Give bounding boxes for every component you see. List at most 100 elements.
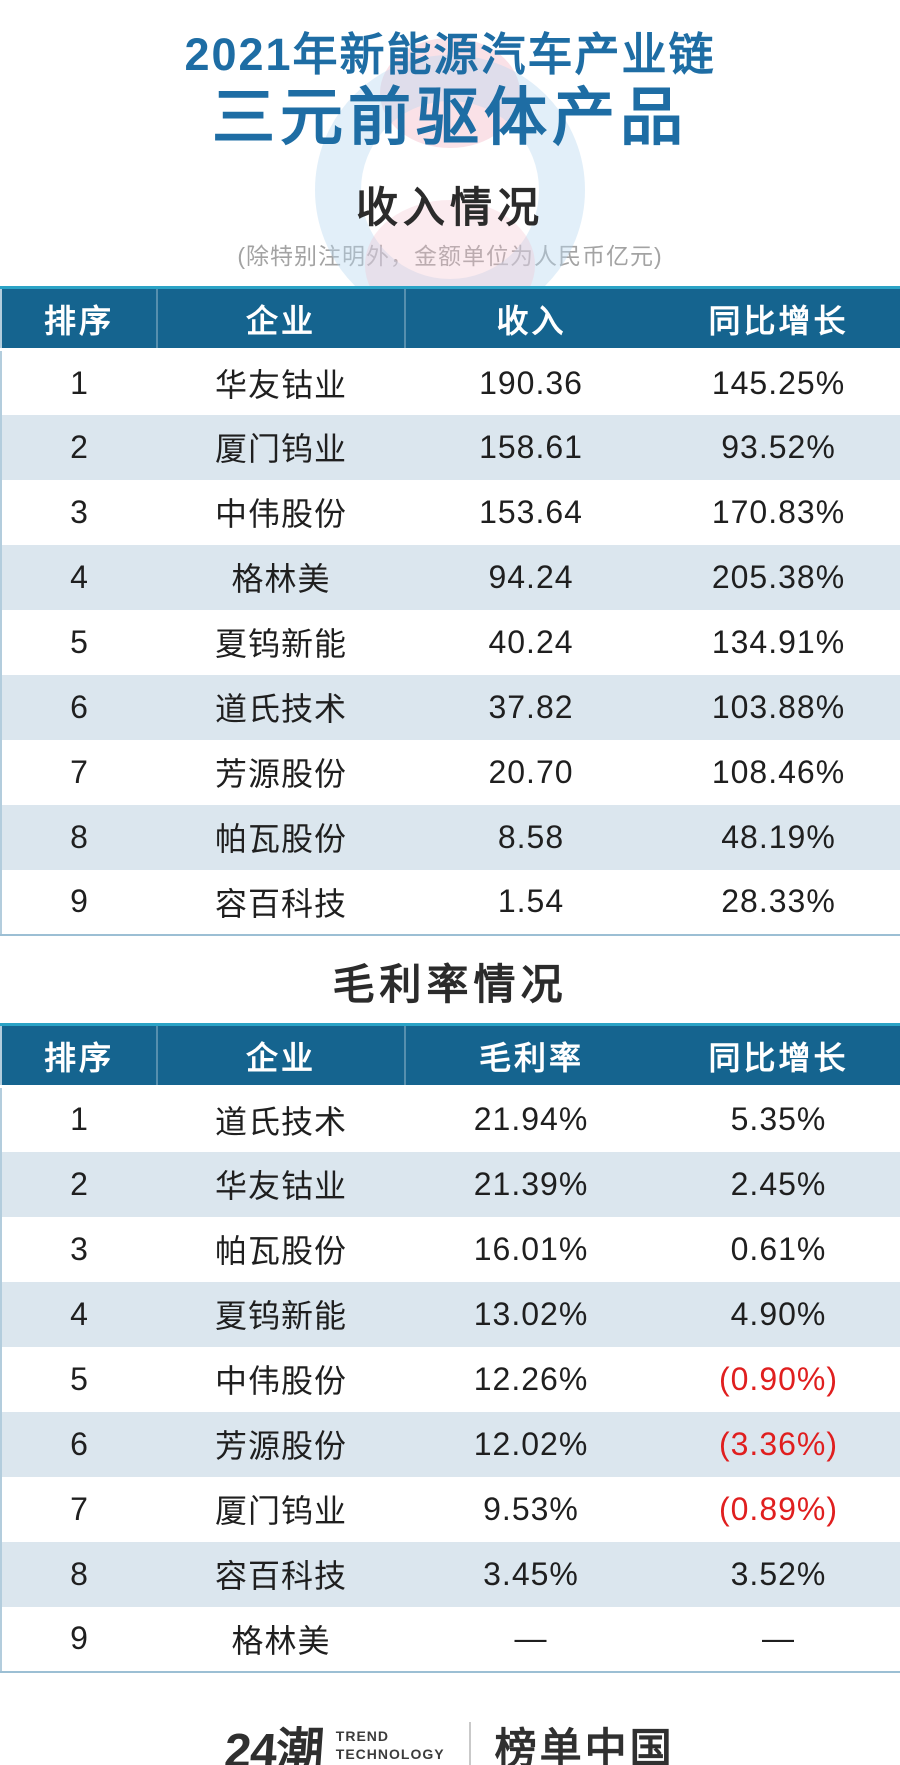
cell-rank: 7: [70, 1490, 89, 1527]
page-title-line1: 2021年新能源汽车产业链: [184, 29, 716, 80]
cell-value: 3.45%: [405, 1541, 657, 1607]
cell-company: 华友钴业: [214, 367, 347, 404]
cell-growth: 170.83%: [711, 493, 846, 530]
cell-rank: 6: [1, 1411, 157, 1477]
cell-growth: 4.90%: [657, 1281, 900, 1347]
footer-divider: [468, 1721, 471, 1765]
column-header-rank: 排序: [1, 286, 158, 352]
cell-growth: (3.36%): [657, 1411, 900, 1477]
cell-company: 道氏技术: [214, 1103, 347, 1140]
cell-growth: 93.52%: [657, 414, 900, 480]
table-row: 6 道氏技术 37.82 103.88%: [1, 674, 900, 740]
24chao-logo: 24潮: [223, 1724, 326, 1765]
column-header-revenue: 收入: [405, 286, 657, 352]
cell-company: 华友钴业: [157, 1151, 405, 1217]
cell-value: —: [514, 1620, 548, 1657]
bangdan-china-logo: 榜单中国: [494, 1725, 675, 1765]
cell-growth: 134.91%: [711, 623, 846, 660]
cell-rank: 3: [70, 1230, 89, 1267]
cell-growth: —: [762, 1620, 795, 1657]
table-row: 1 道氏技术 21.94% 5.35%: [1, 1087, 900, 1152]
cell-value: 8.58: [405, 804, 657, 870]
revenue-table-header: 排序 企业 收入 同比增长: [1, 286, 900, 352]
cell-company: 容百科技: [157, 1541, 405, 1607]
cell-rank: 3: [70, 493, 89, 530]
cell-rank: 9: [70, 883, 89, 920]
cell-growth: 0.61%: [730, 1230, 827, 1267]
cell-value: 16.01%: [473, 1230, 589, 1267]
cell-rank: 8: [1, 804, 157, 870]
cell-growth: 28.33%: [721, 883, 836, 920]
technology-label: TECHNOLOGY: [335, 1745, 445, 1762]
cell-value: 190.36: [479, 364, 583, 401]
cell-company: 夏钨新能: [157, 1281, 405, 1347]
cell-growth: 205.38%: [657, 544, 900, 610]
table-row: 6 芳源股份 12.02% (3.36%): [1, 1411, 900, 1477]
table-row: 4 夏钨新能 13.02% 4.90%: [1, 1281, 900, 1347]
cell-company: 芳源股份: [157, 1411, 405, 1477]
cell-rank: 1: [70, 364, 89, 401]
margin-table-body: 1 道氏技术 21.94% 5.35% 2 华友钴业 21.39% 2.45% 3 帕瓦股份 16.…: [1, 1087, 900, 1672]
header-row: 排序 企业 毛利率 同比增长: [1, 1023, 900, 1089]
column-header-company: 企业: [157, 286, 406, 352]
column-header-yoy-growth: 同比增长: [657, 286, 900, 352]
table-row: 2 华友钴业 21.39% 2.45%: [1, 1151, 900, 1217]
margin-table-header: 排序 企业 毛利率 同比增长: [1, 1023, 900, 1089]
column-header-yoy-growth: 同比增长: [657, 1023, 900, 1089]
cell-growth: 108.46%: [711, 753, 846, 790]
cell-rank: 8: [1, 1541, 157, 1607]
cell-growth: 103.88%: [657, 674, 900, 740]
table-row: 8 容百科技 3.45% 3.52%: [1, 1541, 900, 1607]
cell-value: 12.02%: [405, 1411, 657, 1477]
revenue-table-body: 1 华友钴业 190.36 145.25% 2 厦门钨业 158.61 93.52% 3 中伟股份…: [1, 350, 900, 935]
cell-value: 1.54: [497, 883, 565, 920]
cell-company: 帕瓦股份: [157, 804, 405, 870]
cell-company: 容百科技: [214, 885, 347, 922]
cell-value: 20.70: [488, 753, 574, 790]
table-row: 3 中伟股份 153.64 170.83%: [1, 480, 900, 545]
cell-company: 道氏技术: [157, 674, 405, 740]
cell-growth: (0.89%): [718, 1490, 839, 1527]
cell-rank: 2: [1, 414, 157, 480]
cell-company: 夏钨新能: [214, 626, 347, 663]
cell-rank: 9: [70, 1620, 89, 1657]
cell-rank: 7: [70, 753, 89, 790]
revenue-table: 排序 企业 收入 同比增长 1 华友钴业 190.36 145.25% 2 厦门钨业 158…: [0, 286, 900, 936]
cell-rank: 4: [1, 544, 157, 610]
table-row: 7 芳源股份 20.70 108.46%: [1, 740, 900, 805]
cell-growth: 3.52%: [657, 1541, 900, 1607]
column-header-company: 企业: [157, 1023, 406, 1089]
table-row: 8 帕瓦股份 8.58 48.19%: [1, 804, 900, 870]
cell-value: 21.94%: [473, 1101, 589, 1138]
page-title-line2: 三元前驱体产品: [212, 83, 688, 154]
table-row: 2 厦门钨业 158.61 93.52%: [1, 414, 900, 480]
cell-company: 厦门钨业: [157, 414, 405, 480]
table-row: 9 格林美 — —: [1, 1607, 900, 1672]
cell-value: 21.39%: [405, 1151, 657, 1217]
cell-value: 94.24: [405, 544, 657, 610]
cell-rank: 4: [1, 1281, 157, 1347]
table-row: 5 夏钨新能 40.24 134.91%: [1, 610, 900, 675]
cell-value: 13.02%: [405, 1281, 657, 1347]
cell-company: 厦门钨业: [214, 1493, 347, 1530]
cell-growth: (0.90%): [718, 1360, 839, 1397]
cell-company: 芳源股份: [214, 756, 347, 793]
cell-value: 12.26%: [473, 1360, 589, 1397]
trend-technology-label: TREND TECHNOLOGY: [336, 1728, 445, 1763]
trend-label: TREND: [335, 1728, 390, 1745]
table-row: 1 华友钴业 190.36 145.25%: [1, 350, 900, 415]
cell-company: 中伟股份: [214, 1363, 347, 1400]
column-header-gross-margin: 毛利率: [405, 1023, 657, 1089]
table-row: 4 格林美 94.24 205.38%: [1, 544, 900, 610]
revenue-section-title: 收入情况: [355, 184, 544, 232]
cell-growth: 2.45%: [657, 1151, 900, 1217]
cell-rank: 2: [1, 1151, 157, 1217]
cell-value: 9.53%: [483, 1490, 579, 1527]
margin-section-title: 毛利率情况: [332, 960, 568, 1008]
cell-value: 40.24: [488, 623, 574, 660]
cell-rank: 5: [70, 623, 89, 660]
table-row: 3 帕瓦股份 16.01% 0.61%: [1, 1217, 900, 1282]
cell-company: 格林美: [157, 544, 405, 610]
table-row: 9 容百科技 1.54 28.33%: [1, 870, 900, 935]
